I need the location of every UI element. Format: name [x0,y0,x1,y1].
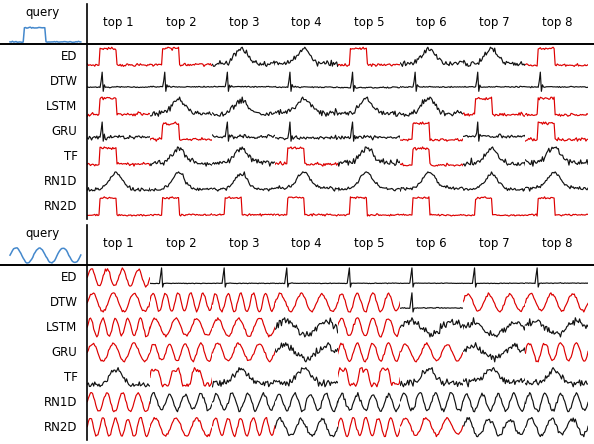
Text: query: query [26,226,59,240]
Text: top 1: top 1 [103,237,134,250]
Text: top 6: top 6 [416,237,447,250]
Text: top 3: top 3 [229,237,259,250]
Text: top 7: top 7 [479,16,510,29]
Text: top 4: top 4 [291,16,322,29]
Text: ED: ED [61,50,78,63]
Text: ED: ED [61,271,78,284]
Text: top 2: top 2 [166,237,197,250]
Text: top 5: top 5 [354,16,384,29]
Text: RN2D: RN2D [44,420,78,434]
Text: top 8: top 8 [542,16,572,29]
Text: TF: TF [64,371,78,384]
Text: LSTM: LSTM [46,321,78,334]
Text: RN2D: RN2D [44,200,78,213]
Text: top 5: top 5 [354,237,384,250]
Text: top 6: top 6 [416,16,447,29]
Text: top 4: top 4 [291,237,322,250]
Text: DTW: DTW [49,75,78,88]
Text: top 7: top 7 [479,237,510,250]
Text: top 8: top 8 [542,237,572,250]
Text: top 3: top 3 [229,16,259,29]
Text: RN1D: RN1D [44,175,78,188]
Text: RN1D: RN1D [44,396,78,408]
Text: GRU: GRU [52,346,78,359]
Text: top 1: top 1 [103,16,134,29]
Text: DTW: DTW [49,296,78,309]
Text: GRU: GRU [52,125,78,138]
Text: LSTM: LSTM [46,100,78,113]
Text: TF: TF [64,150,78,163]
Text: query: query [26,6,59,19]
Text: top 2: top 2 [166,16,197,29]
